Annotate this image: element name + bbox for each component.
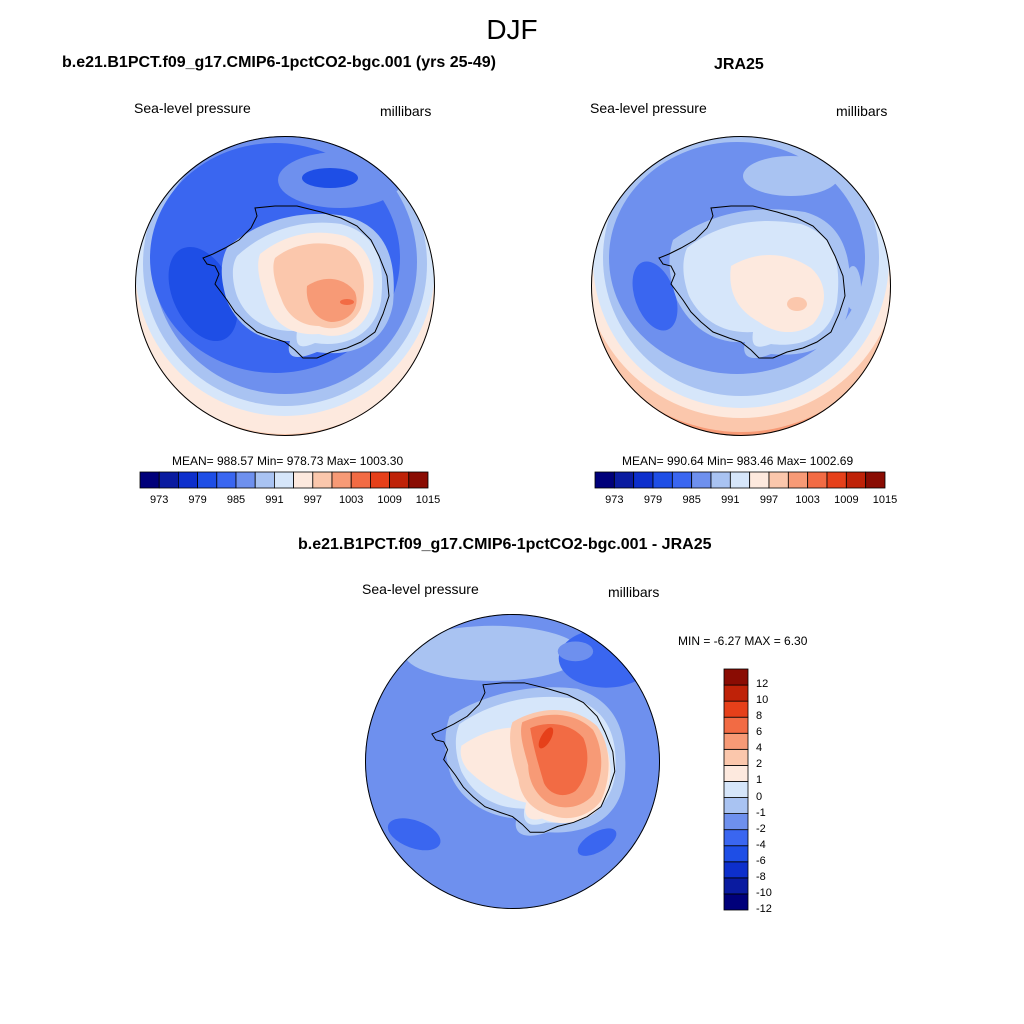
- panel3-colorbar-swatch: [723, 732, 749, 750]
- panel2-colorbar-swatch: [633, 471, 654, 489]
- panel2-colorbar-swatch: [845, 471, 867, 489]
- panel1-colorbar: [139, 471, 429, 489]
- panel1-colorbar-tick-label: 973: [150, 494, 169, 506]
- panel3-title: b.e21.B1PCT.f09_g17.CMIP6-1pctCO2-bgc.00…: [298, 536, 712, 553]
- panel3-colorbar-tick-label: 1: [756, 774, 763, 787]
- panel1-colorbar-tick-label: 985: [226, 494, 246, 506]
- panel1-colorbar-swatch: [331, 471, 352, 489]
- panel1-colorbar-swatch: [312, 471, 333, 489]
- panel1-polar-map: [135, 136, 435, 436]
- panel3-colorbar-tick-label: -2: [756, 822, 766, 835]
- panel1-colorbar-labels: 973 979 985 991 997 1003 1009 1015: [140, 494, 440, 508]
- panel2-colorbar-swatch: [652, 471, 673, 489]
- panel3-variable-label: Sea-level pressure: [362, 581, 479, 597]
- panel3-polar-map: [365, 614, 660, 909]
- panel3-stats: MIN = -6.27 MAX = 6.30: [678, 634, 808, 648]
- panel2-title: JRA25: [714, 56, 764, 73]
- panel3-colorbar-tick-label: -4: [756, 838, 766, 851]
- panel1-colorbar-swatch: [350, 471, 371, 489]
- panel3-colorbar-tick-label: -8: [756, 870, 766, 883]
- panel3-colorbar: [723, 668, 749, 911]
- panel2-colorbar-tick-label: 1003: [795, 494, 820, 506]
- panel2-colorbar-swatch: [807, 471, 828, 489]
- panel3-colorbar-swatch: [723, 700, 749, 718]
- panel1-colorbar-swatch: [369, 471, 390, 489]
- panel1-colorbar-swatch: [158, 471, 179, 489]
- panel2-colorbar-swatch: [594, 471, 615, 489]
- panel2-stats: MEAN= 990.64 Min= 983.46 Max= 1002.69: [622, 454, 854, 468]
- panel3-colorbar-swatch: [723, 765, 749, 782]
- panel3-colorbar-tick-label: -1: [756, 806, 766, 819]
- panel1-colorbar-swatch: [273, 471, 294, 489]
- panel2-colorbar-tick-label: 1009: [834, 494, 859, 506]
- panel1-title: b.e21.B1PCT.f09_g17.CMIP6-1pctCO2-bgc.00…: [62, 54, 496, 71]
- panel1-colorbar-tick-label: 1009: [377, 494, 402, 506]
- panel1-units-label: millibars: [380, 103, 432, 119]
- panel3-colorbar-tick-label: 0: [756, 790, 763, 803]
- panel2-colorbar-swatch: [729, 471, 751, 489]
- panel3-colorbar-tick-label: 6: [756, 726, 763, 739]
- panel1-colorbar-tick-label: 991: [265, 494, 284, 506]
- panel3-colorbar-swatch: [723, 684, 749, 702]
- panel2-colorbar-swatch: [865, 471, 886, 489]
- panel3-colorbar-tick-label: 10: [756, 694, 769, 707]
- panel1-stats: MEAN= 988.57 Min= 978.73 Max= 1003.30: [172, 454, 404, 468]
- panel1-colorbar-tick-label: 979: [188, 494, 207, 506]
- panel1-colorbar-swatch: [178, 471, 199, 489]
- panel3-colorbar-swatch: [723, 668, 749, 686]
- panel3-colorbar-swatch: [723, 829, 749, 847]
- panel1-colorbar-tick-label: 997: [303, 494, 322, 506]
- panel2-units-label: millibars: [836, 103, 888, 119]
- panel3-colorbar-swatch: [723, 813, 749, 831]
- panel1-colorbar-swatch: [254, 471, 275, 489]
- panel3-colorbar-swatch: [723, 893, 749, 911]
- panel3-colorbar-tick-label: -12: [756, 903, 772, 915]
- panel3-colorbar-swatch: [723, 781, 749, 798]
- panel2-colorbar-swatch: [691, 471, 712, 489]
- panel2-polar-map: [591, 136, 891, 436]
- panel2-colorbar-labels: 973 979 985 991 997 1003 1009 1015: [595, 494, 897, 508]
- panel3-colorbar-tick-label: 4: [756, 742, 763, 755]
- panel1-colorbar-swatch: [216, 471, 237, 489]
- panel2-colorbar-tick-label: 991: [721, 494, 740, 506]
- panel3-colorbar-labels: 12 10 8 6 4 2 1 0 -1 -2 -4 -6 -8 -10 -12: [756, 669, 796, 915]
- panel1-colorbar-tick-label: 1003: [338, 494, 364, 506]
- panel3-colorbar-swatch: [723, 748, 749, 766]
- panel3-colorbar-swatch: [723, 861, 749, 879]
- panel2-colorbar-tick-label: 973: [605, 494, 624, 506]
- panel3-colorbar-tick-label: 8: [756, 710, 763, 723]
- panel3-colorbar-tick-label: -10: [756, 886, 772, 899]
- panel2-colorbar: [594, 471, 886, 489]
- panel1-colorbar-swatch: [197, 471, 218, 489]
- panel3-colorbar-tick-label: 12: [756, 678, 769, 691]
- panel1-colorbar-swatch: [389, 471, 410, 489]
- panel2-colorbar-tick-label: 985: [682, 494, 701, 506]
- panel1-colorbar-tick-label: 1015: [415, 494, 441, 506]
- panel2-colorbar-swatch: [671, 471, 693, 489]
- panel2-colorbar-swatch: [710, 471, 731, 489]
- panel1-colorbar-swatch: [408, 471, 429, 489]
- panel3-units-label: millibars: [608, 584, 660, 600]
- panel2-colorbar-swatch: [613, 471, 635, 489]
- panel2-colorbar-tick-label: 1015: [872, 494, 898, 506]
- panel3-colorbar-tick-label: -6: [756, 854, 766, 867]
- panel1-colorbar-swatch: [293, 471, 314, 489]
- panel2-variable-label: Sea-level pressure: [590, 100, 707, 116]
- panel1-colorbar-swatch: [235, 471, 256, 489]
- panel3-colorbar-swatch: [723, 845, 749, 863]
- panel1-variable-label: Sea-level pressure: [134, 100, 251, 116]
- panel2-colorbar-swatch: [768, 471, 789, 489]
- panel2-colorbar-swatch: [749, 471, 770, 489]
- panel3-colorbar-swatch: [723, 797, 749, 815]
- panel1-colorbar-swatch: [139, 471, 160, 489]
- panel2-colorbar-tick-label: 979: [643, 494, 663, 506]
- panel3-colorbar-tick-label: 2: [756, 758, 763, 771]
- panel2-colorbar-swatch: [787, 471, 809, 489]
- panel3-colorbar-swatch: [723, 877, 749, 895]
- figure-title: DJF: [486, 14, 538, 45]
- panel2-colorbar-swatch: [826, 471, 847, 489]
- panel2-colorbar-tick-label: 997: [759, 494, 779, 506]
- panel3-colorbar-swatch: [723, 716, 749, 734]
